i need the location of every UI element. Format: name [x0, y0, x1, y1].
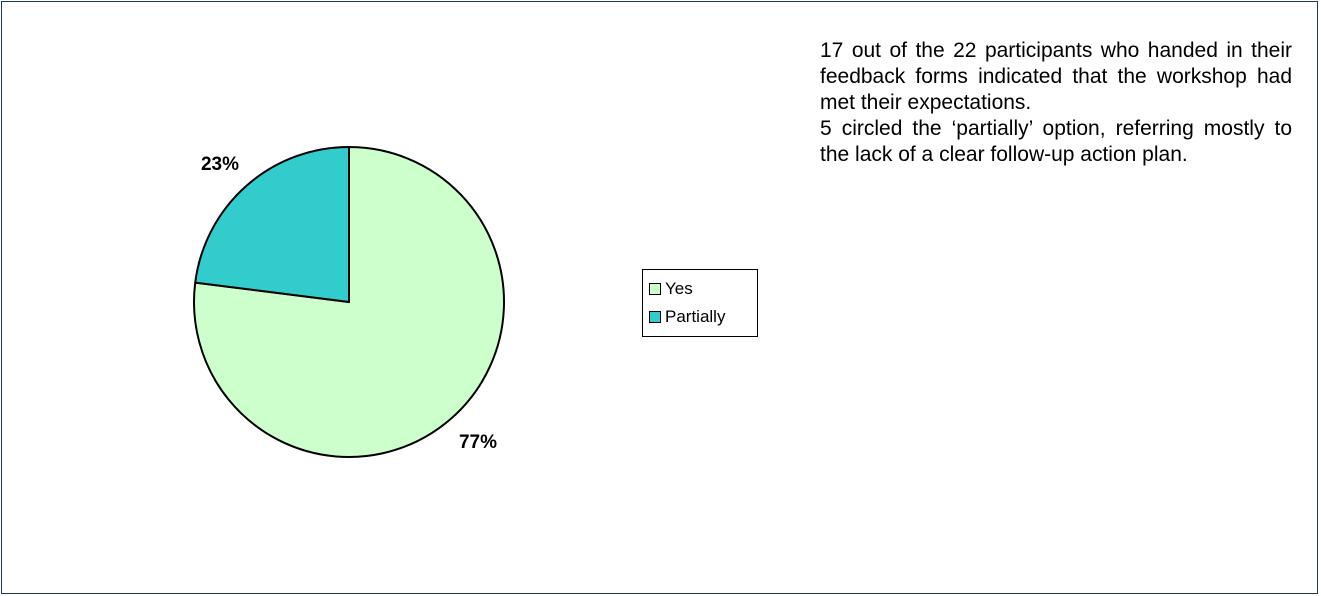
legend-label-yes: Yes	[665, 279, 693, 298]
legend-swatch-partially	[649, 311, 661, 323]
summary-note: 17 out of the 22 participants who handed…	[820, 38, 1292, 168]
legend-item-yes: Yes	[649, 275, 757, 303]
chart-legend: Yes Partially	[642, 269, 758, 337]
pie-slice-partially	[194, 146, 350, 303]
pie-slices	[193, 146, 505, 458]
data-label-yes: 77%	[459, 432, 497, 453]
pie-slice-yes	[193, 146, 505, 458]
legend-swatch-yes	[649, 283, 661, 295]
summary-paragraph-1: 17 out of the 22 participants who handed…	[820, 39, 1292, 114]
legend-item-partially: Partially	[649, 303, 757, 331]
summary-paragraph-2: 5 circled the ‘partially’ option, referr…	[820, 117, 1292, 166]
legend-label-partially: Partially	[665, 307, 726, 326]
data-label-partially: 23%	[201, 154, 239, 175]
pie-labels: 77% 23%	[201, 154, 497, 453]
